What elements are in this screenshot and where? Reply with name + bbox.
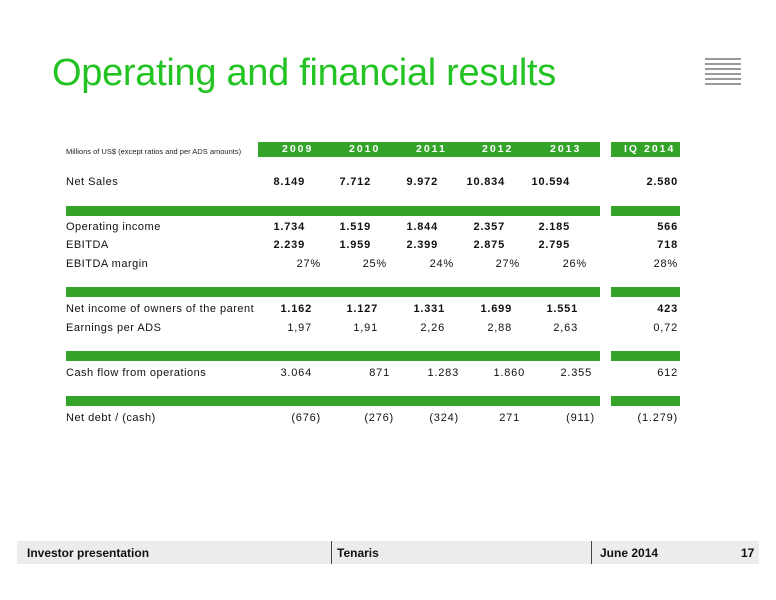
separator-bar — [611, 206, 680, 216]
table-cell: 1.844 — [406, 221, 438, 233]
table-cell: 1,97 — [287, 322, 312, 334]
row-label-operating-income: Operating income — [66, 221, 161, 233]
header-bar-quarter — [611, 142, 680, 157]
row-label-cash-flow: Cash flow from operations — [66, 367, 207, 379]
table-cell: 718 — [657, 239, 678, 251]
separator-bar — [611, 287, 680, 297]
table-cell: 1.162 — [280, 303, 312, 315]
table-cell: (1.279) — [637, 412, 678, 424]
decorative-lines-icon — [705, 58, 741, 88]
row-label-net-income: Net income of owners of the parent — [66, 303, 255, 315]
table-cell: (676) — [291, 412, 321, 424]
table-cell: 1.959 — [339, 239, 371, 251]
separator-bar — [66, 287, 600, 297]
table-cell: 26% — [562, 258, 587, 270]
table-cell: 566 — [657, 221, 678, 233]
column-header-2011: 2011 — [416, 143, 447, 155]
table-cell: 2,88 — [487, 322, 512, 334]
separator-bar — [66, 206, 600, 216]
footer-investor-presentation: Investor presentation — [27, 546, 150, 560]
table-cell: 27% — [296, 258, 321, 270]
column-header-2013: 2013 — [550, 143, 582, 155]
row-label-ebitda-margin: EBITDA margin — [66, 258, 149, 270]
table-cell: 1.331 — [413, 303, 445, 315]
footer-divider — [331, 541, 332, 564]
separator-bar — [611, 351, 680, 361]
table-cell: 1.283 — [427, 367, 459, 379]
table-cell: (911) — [566, 412, 595, 424]
table-cell: 1.699 — [480, 303, 512, 315]
page-number: 17 — [741, 546, 755, 560]
table-cell: 7.712 — [339, 176, 371, 188]
separator-bar — [66, 351, 600, 361]
table-cell: 25% — [362, 258, 387, 270]
table-cell: 871 — [369, 367, 390, 379]
table-cell: 2,63 — [553, 322, 578, 334]
table-cell: 3.064 — [280, 367, 312, 379]
table-cell: 2.357 — [473, 221, 505, 233]
table-cell: 27% — [495, 258, 520, 270]
column-header-2009: 2009 — [282, 143, 314, 155]
table-cell: 1.860 — [493, 367, 525, 379]
table-cell: 0,72 — [653, 322, 678, 334]
table-cell: 2.355 — [560, 367, 592, 379]
table-cell: 2.399 — [406, 239, 438, 251]
table-cell: 2.185 — [538, 221, 570, 233]
table-cell: 10.834 — [466, 176, 505, 188]
table-cell: (324) — [429, 412, 459, 424]
row-label-net-sales: Net Sales — [66, 176, 119, 188]
units-note: Millions of US$ (except ratios and per A… — [66, 147, 242, 156]
separator-bar — [611, 396, 680, 406]
table-cell: 2.795 — [538, 239, 570, 251]
table-cell: 612 — [657, 367, 678, 379]
table-cell: 2.580 — [646, 176, 678, 188]
page-title: Operating and financial results — [52, 52, 556, 94]
footer-date: June 2014 — [600, 546, 659, 560]
table-cell: 24% — [429, 258, 454, 270]
column-header-2010: 2010 — [349, 143, 381, 155]
footer-company-name: Tenaris — [337, 546, 379, 560]
table-cell: 1.519 — [339, 221, 371, 233]
table-cell: 1,91 — [353, 322, 378, 334]
table-cell: 28% — [653, 258, 678, 270]
row-label-net-debt: Net debt / (cash) — [66, 412, 156, 424]
table-cell: 1.551 — [546, 303, 578, 315]
column-header-2012: 2012 — [482, 143, 514, 155]
footer-divider — [591, 541, 592, 564]
table-cell: 271 — [499, 412, 520, 424]
table-cell: 1.127 — [346, 303, 378, 315]
row-label-earnings-per-ads: Earnings per ADS — [66, 322, 162, 334]
table-cell: 423 — [657, 303, 678, 315]
header-bar-years — [258, 142, 600, 157]
table-cell: 2.875 — [473, 239, 505, 251]
separator-bar — [66, 396, 600, 406]
table-cell: 9.972 — [406, 176, 438, 188]
row-label-ebitda: EBITDA — [66, 239, 109, 251]
column-header-iq2014: IQ 2014 — [624, 143, 676, 155]
table-cell: 2.239 — [273, 239, 305, 251]
footer-bar — [17, 541, 759, 564]
table-cell: 2,26 — [420, 322, 445, 334]
table-cell: 8.149 — [273, 176, 305, 188]
table-cell: (276) — [364, 412, 394, 424]
table-cell: 1.734 — [273, 221, 305, 233]
table-cell: 10.594 — [531, 176, 570, 188]
